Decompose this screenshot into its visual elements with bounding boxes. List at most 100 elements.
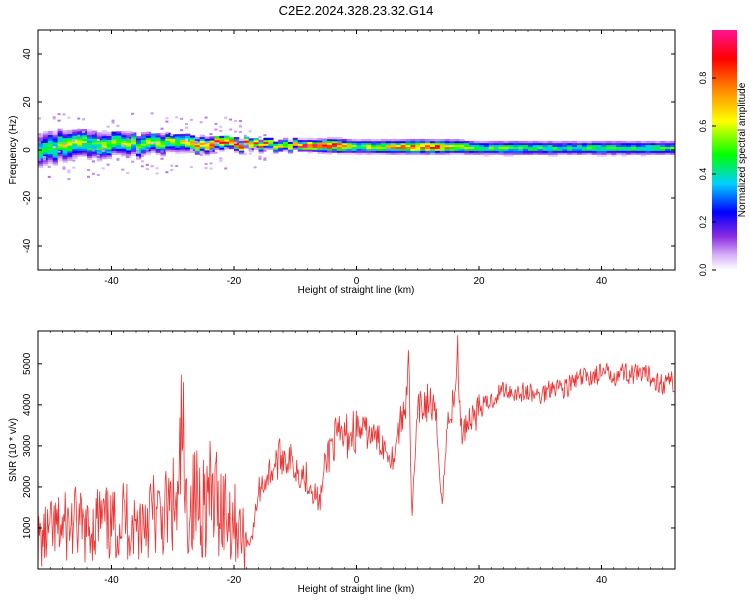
heatmap-cell: [38, 160, 44, 163]
heatmap-cell: [72, 137, 78, 140]
heatmap-cell: [346, 140, 352, 144]
heatmap-cell: [581, 142, 588, 146]
spectrogram-panel: -40 -20 0 20 40 -40 -20 0 20 40 Height of straig…: [8, 29, 680, 296]
heatmap-cell: [204, 140, 210, 143]
heatmap-cell: [253, 139, 259, 143]
heatmap-cell: [410, 152, 416, 155]
heatmap-cell: [665, 152, 671, 155]
heatmap-cell: [273, 151, 279, 154]
heatmap-cell: [273, 147, 279, 150]
heatmap-cell: [655, 148, 661, 151]
heatmap-cell: [214, 147, 220, 150]
heatmap-cell: [77, 131, 83, 134]
heatmap-cell: [547, 146, 553, 149]
heatmap-cell: [498, 146, 504, 149]
heatmap-cell: [552, 154, 558, 157]
heatmap-cell: [67, 147, 73, 150]
heatmap-cell: [116, 148, 122, 151]
heatmap-cell: [577, 142, 583, 146]
heatmap-cell: [361, 144, 367, 148]
heatmap-cell: [67, 145, 73, 148]
heatmap-cell: [77, 154, 83, 157]
heatmap-cell: [121, 140, 127, 143]
heatmap-cell: [307, 137, 313, 141]
heatmap-cell: [57, 136, 63, 139]
heatmap-cell: [219, 143, 225, 146]
heatmap-cell: [126, 134, 132, 137]
heatmap-cell: [302, 147, 308, 150]
heatmap-cell: [635, 152, 642, 155]
heatmap-cell: [38, 142, 44, 146]
heatmap-cell: [87, 155, 93, 159]
heatmap-cell: [287, 149, 294, 152]
heatmap-cell: [469, 144, 475, 148]
heatmap-cell: [606, 146, 612, 149]
heatmap-cell: [425, 150, 431, 153]
heatmap-cell: [562, 146, 568, 149]
heatmap-cell: [616, 142, 622, 146]
heatmap-cell: [131, 136, 137, 139]
heatmap-cell: [175, 151, 181, 154]
heatmap-cell: [665, 144, 671, 148]
heatmap-cell: [47, 130, 54, 134]
heatmap-cell: [52, 153, 58, 156]
heatmap-cell: [185, 135, 191, 138]
heatmap-cell: [101, 130, 107, 133]
heatmap-cell: [503, 146, 509, 149]
heatmap-cell: [72, 131, 78, 134]
heatmap-cell: [189, 135, 196, 138]
heatmap-cell: [675, 143, 680, 145]
heatmap-cell: [371, 146, 377, 149]
heatmap-cell: [209, 142, 215, 145]
heatmap-cell: [140, 132, 147, 135]
heatmap-cell: [557, 144, 563, 148]
heatmap-cell: [199, 144, 205, 147]
heatmap-noise-cell: [258, 155, 262, 158]
heatmap-cell: [297, 143, 303, 146]
heatmap-cell: [332, 146, 338, 149]
heatmap-noise-cell: [204, 162, 208, 165]
heatmap-cell: [542, 150, 548, 153]
heatmap-cell: [611, 142, 617, 146]
heatmap-cell: [469, 142, 475, 146]
heatmap-cell: [57, 139, 63, 143]
heatmap-cell: [101, 141, 107, 144]
heatmap-cell: [170, 147, 176, 151]
snr-y-ticks: 1000 2000 3000 4000 5000: [22, 352, 675, 539]
heatmap-cell: [52, 140, 58, 143]
heatmap-cell: [189, 143, 196, 146]
heatmap-noise-cell: [155, 141, 159, 144]
heatmap-cell: [385, 148, 392, 151]
heatmap-cell: [390, 140, 397, 144]
heatmap-cell: [47, 132, 54, 136]
heatmap-cell: [327, 136, 333, 140]
heatmap-cell: [62, 156, 68, 160]
heatmap-cell: [390, 142, 397, 146]
snr-x-tick-label: -40: [104, 575, 119, 586]
heatmap-cell: [327, 146, 333, 149]
heatmap-cell: [547, 148, 553, 151]
heatmap-cell: [87, 148, 93, 151]
heatmap-cell: [47, 136, 54, 139]
heatmap-cell: [650, 152, 656, 155]
heatmap-cell: [645, 140, 651, 144]
heatmap-cell: [96, 139, 103, 143]
heatmap-cell: [180, 143, 186, 146]
heatmap-cell: [621, 144, 627, 148]
heatmap-cell: [87, 136, 93, 139]
heatmap-cell: [62, 149, 68, 152]
heatmap-cell: [312, 143, 318, 147]
heatmap-cell: [238, 138, 245, 142]
heatmap-cell: [635, 144, 642, 148]
heatmap-cell: [464, 142, 470, 146]
heatmap-cell: [503, 152, 509, 155]
heatmap-cell: [547, 142, 553, 146]
heatmap-cell: [630, 146, 637, 149]
heatmap-cell: [42, 154, 49, 157]
snr-x-ticks: -40 -20 0 20 40: [37, 331, 676, 586]
heatmap-cell: [650, 140, 656, 144]
heatmap-cell: [189, 137, 196, 140]
heatmap-cell: [42, 146, 49, 149]
heatmap-cell: [454, 144, 460, 148]
heatmap-cell: [572, 152, 578, 155]
